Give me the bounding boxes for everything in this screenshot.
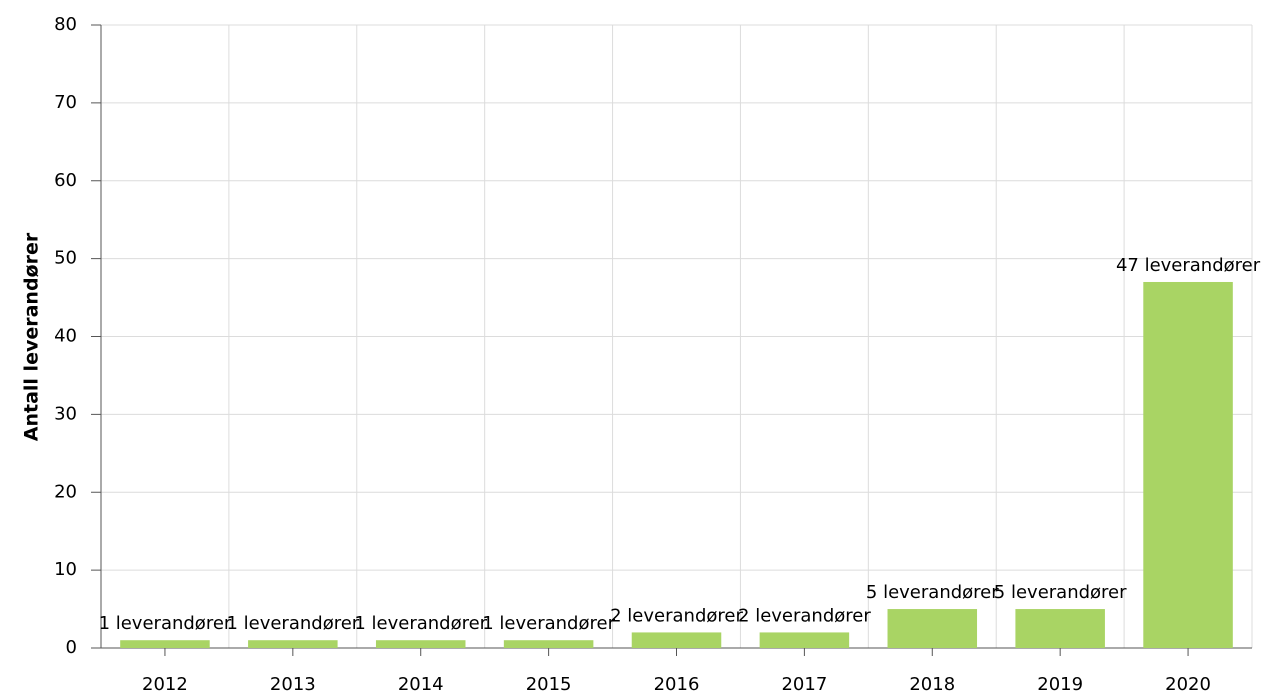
value-label: 1 leverandører [99,613,232,634]
bar [631,632,722,648]
value-label: 5 leverandører [866,582,999,603]
y-tick-label: 60 [54,170,77,191]
x-tick-label: 2016 [654,674,700,693]
y-tick-label: 70 [54,92,77,113]
bar [759,632,850,648]
x-tick-label: 2020 [1165,674,1211,693]
value-label: 1 leverandører [226,613,359,634]
value-label: 47 leverandører [1116,255,1261,276]
bar [120,640,210,648]
value-label: 2 leverandører [610,605,743,626]
bar [1143,281,1233,648]
x-tick-label: 2014 [398,674,444,693]
y-tick-label: 40 [54,326,77,347]
x-tick-label: 2012 [142,674,188,693]
value-label: 5 leverandører [994,582,1127,603]
x-tick-label: 2018 [909,674,955,693]
x-tick-label: 2017 [781,674,827,693]
value-label: 1 leverandører [354,613,487,634]
x-tick-label: 2019 [1037,674,1083,693]
y-tick-label: 50 [54,248,77,269]
value-label: 1 leverandører [482,613,615,634]
bar [248,640,338,648]
x-tick-label: 2013 [270,674,316,693]
y-tick-label: 20 [54,481,77,502]
bar [503,640,594,648]
y-tick-label: 0 [66,637,77,658]
value-label: 2 leverandører [738,605,871,626]
y-tick-label: 10 [54,559,77,580]
y-axis-label: Antall leverandører [21,232,43,441]
bar [1015,609,1105,648]
y-tick-label: 80 [54,14,77,35]
bar [375,640,466,648]
bar [887,609,978,648]
y-tick-label: 30 [54,403,77,424]
x-tick-label: 2015 [526,674,572,693]
